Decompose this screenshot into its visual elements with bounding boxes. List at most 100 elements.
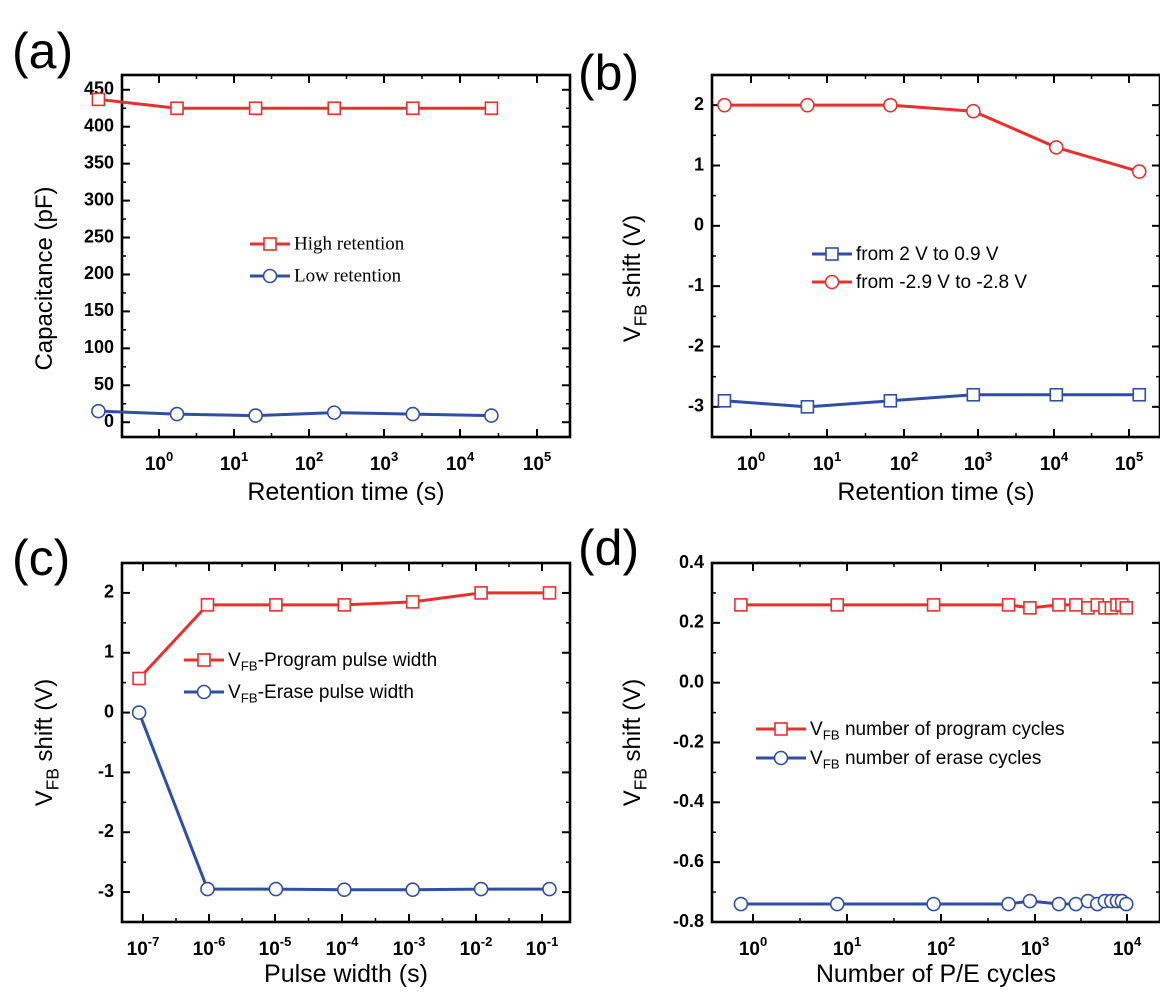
panel-label: (d) (578, 520, 639, 576)
legend: High retention Low retention (250, 233, 405, 286)
x-tick-base: 10 (259, 939, 280, 960)
x-tick-base: 10 (193, 939, 214, 960)
data-point (1068, 896, 1084, 912)
data-point (131, 705, 147, 720)
x-tick-exp: 5 (544, 449, 551, 464)
y-tick-label: 2 (694, 94, 704, 114)
y-tick-label: -3 (98, 881, 114, 901)
data-point (484, 101, 499, 116)
data-point (170, 101, 184, 116)
x-tick-base: 10 (833, 939, 854, 960)
legend-label-sub: FB (823, 756, 840, 771)
data-point (327, 101, 342, 116)
data-point (1132, 387, 1147, 402)
x-tick-label: 10-6 (193, 934, 226, 960)
x-tick-base: 10 (220, 454, 241, 475)
legend-label-v: V (228, 682, 241, 703)
y-axis-label: VFB shift (V) (31, 679, 63, 806)
legend-label: VFB number of erase cycles (810, 748, 1041, 771)
x-axis-label: Number of P/E cycles (816, 960, 1056, 988)
x-tick-label: 105 (523, 449, 551, 475)
data-point (405, 406, 421, 422)
x-tick-base: 10 (1040, 454, 1061, 475)
data-point (926, 598, 941, 612)
x-tick-label: 104 (1113, 934, 1142, 960)
y-tick-label: 0 (104, 701, 114, 721)
legend-label: High retention (294, 233, 405, 254)
legend-label: from -2.9 V to -2.8 V (856, 272, 1027, 293)
series-2 (131, 705, 557, 897)
y-tick-label: 0.4 (679, 552, 704, 572)
x-tick-exp: -6 (214, 934, 226, 949)
data-point (91, 403, 106, 419)
data-point (406, 101, 420, 116)
y-tick-label: -0.6 (673, 851, 704, 871)
data-point (132, 671, 146, 686)
x-tick-exp: 4 (467, 449, 475, 464)
x-tick-exp: 0 (758, 449, 765, 464)
y-axis-label: VFB shift (V) (619, 215, 651, 342)
legend-label-sub: FB (241, 690, 258, 705)
panel-label: (b) (578, 45, 639, 101)
x-tick-label: 100 (739, 934, 767, 960)
x-axis-label: Pulse width (s) (264, 960, 428, 988)
x-tick-base: 10 (370, 454, 391, 475)
x-tick-label: 10-7 (127, 934, 160, 960)
series-1 (91, 92, 499, 116)
data-point (200, 598, 215, 612)
data-point (1048, 140, 1064, 155)
series-2 (733, 893, 1134, 912)
legend-marker (825, 247, 839, 261)
y-tick-label: -0.4 (673, 791, 704, 811)
y-tick-label: 50 (94, 374, 114, 394)
x-tick-exp: 3 (391, 449, 398, 464)
y-tick-label: 0 (694, 215, 704, 235)
y-tick-label: 150 (84, 300, 114, 320)
y-axis-label-sub: FB (43, 768, 63, 790)
legend-label: VFB-Program pulse width (228, 650, 437, 673)
x-tick-base: 10 (446, 454, 467, 475)
x-tick-exp: 2 (316, 449, 323, 464)
data-point (734, 598, 748, 612)
data-point (830, 598, 845, 612)
y-axis-label-rest: shift (V) (31, 679, 58, 768)
x-tick-label: 103 (370, 449, 398, 475)
x-tick-base: 10 (737, 454, 758, 475)
x-tick-base: 10 (145, 454, 166, 475)
data-point (248, 101, 263, 116)
data-point (169, 406, 185, 422)
x-tick-exp: 4 (1061, 449, 1069, 464)
data-point (717, 393, 732, 408)
x-tick-base: 10 (526, 939, 547, 960)
x-tick-label: 102 (295, 449, 323, 475)
x-tick-exp: 2 (911, 449, 918, 464)
legend-marker (773, 750, 789, 766)
data-point (966, 387, 981, 402)
legend-marker (824, 274, 840, 290)
data-point (1118, 896, 1134, 912)
y-axis-label-sub: FB (631, 304, 651, 326)
x-tick-label: 10-1 (526, 934, 559, 960)
data-point (926, 896, 941, 912)
x-tick-label: 102 (890, 449, 918, 475)
x-tick-base: 10 (295, 454, 316, 475)
series-1 (717, 387, 1147, 414)
x-tick-exp: 0 (166, 449, 173, 464)
legend-label: Low retention (294, 265, 402, 286)
x-tick-exp: 3 (985, 449, 992, 464)
y-axis-label-v: V (619, 790, 646, 806)
data-point (91, 92, 106, 107)
y-tick-label: 250 (84, 226, 114, 246)
legend: from 2 V to 0.9 V from -2.9 V to -2.8 V (812, 244, 1027, 293)
x-tick-base: 10 (393, 939, 414, 960)
legend-marker (197, 653, 211, 667)
x-tick-label: 105 (1115, 449, 1143, 475)
data-point (1001, 598, 1016, 612)
x-tick-label: 103 (964, 449, 992, 475)
series-1 (132, 586, 557, 686)
